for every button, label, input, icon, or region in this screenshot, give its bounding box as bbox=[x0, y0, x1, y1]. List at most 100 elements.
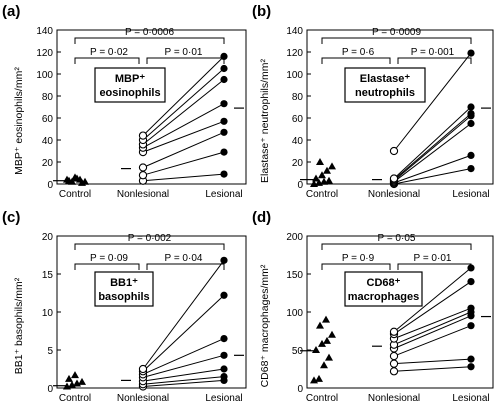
p-value-label: P = 0·01 bbox=[414, 253, 452, 264]
y-tick-label: 150 bbox=[286, 270, 303, 281]
paired-line bbox=[142, 68, 225, 141]
y-tick-label: 0 bbox=[47, 180, 53, 191]
nonlesional-point bbox=[138, 364, 148, 374]
control-point bbox=[325, 353, 333, 361]
control-point bbox=[320, 361, 328, 369]
lesional-point bbox=[220, 256, 228, 264]
p-value-label: P = 0·6 bbox=[342, 47, 375, 58]
legend-box bbox=[344, 67, 426, 103]
paired-line bbox=[393, 154, 472, 184]
control-point bbox=[323, 166, 331, 174]
x-category-label: Control bbox=[306, 189, 338, 200]
control-point bbox=[328, 162, 336, 170]
y-tick-label: 20 bbox=[42, 232, 54, 243]
paired-line bbox=[393, 366, 472, 372]
paired-line bbox=[393, 358, 472, 365]
lesional-point bbox=[220, 365, 228, 373]
paired-line bbox=[393, 106, 472, 179]
paired-line bbox=[142, 56, 225, 136]
y-tick-label: 120 bbox=[36, 48, 53, 59]
legend-box-label: CD68⁺ bbox=[367, 277, 401, 289]
control-point bbox=[76, 175, 84, 183]
panel-3: (c) 0 5 10 15 20 BB1⁺ basophils/mm² Control Nonl… bbox=[2, 209, 247, 404]
significance-bracket bbox=[146, 263, 225, 270]
y-axis-label: MBP⁺ eosinophils/mm² bbox=[13, 67, 25, 175]
nonlesional-point bbox=[389, 327, 399, 336]
x-category-label: Nonlesional bbox=[368, 393, 420, 404]
plot-frame bbox=[306, 29, 494, 185]
y-tick-label: 120 bbox=[286, 48, 303, 59]
control-point bbox=[312, 346, 320, 353]
y-tick-label: 40 bbox=[292, 136, 304, 147]
panel-2: (b) 0 20 40 60 80 100 120 140 Elastase⁺ neutrophi… bbox=[252, 3, 494, 200]
lesional-point bbox=[467, 264, 475, 272]
y-tick-label: 80 bbox=[42, 92, 54, 103]
paired-line bbox=[142, 103, 225, 149]
significance-bracket bbox=[74, 263, 140, 270]
lesional-point bbox=[220, 75, 228, 84]
lesional-point bbox=[220, 52, 228, 61]
paired-line bbox=[142, 120, 225, 153]
control-point bbox=[65, 374, 73, 382]
paired-line bbox=[393, 311, 472, 346]
paired-line bbox=[142, 131, 225, 168]
control-point bbox=[71, 173, 79, 181]
p-value-label: P = 0·09 bbox=[90, 253, 128, 264]
lesional-point bbox=[220, 128, 228, 136]
significance-bracket bbox=[74, 37, 225, 44]
nonlesional-point bbox=[389, 146, 399, 156]
x-category-label: Nonlesional bbox=[117, 189, 169, 200]
panel-label: (d) bbox=[252, 209, 271, 226]
paired-line bbox=[142, 294, 225, 372]
y-tick-label: 40 bbox=[42, 136, 54, 147]
panel-label: (a) bbox=[2, 3, 20, 20]
y-tick-label: 200 bbox=[286, 232, 303, 243]
paired-line bbox=[393, 52, 472, 152]
p-value-label: P = 0·001 bbox=[411, 47, 455, 58]
legend-box-label: MBP⁺ bbox=[115, 73, 145, 85]
y-tick-label: 140 bbox=[286, 26, 303, 37]
nonlesional-point bbox=[389, 351, 399, 361]
lesional-point bbox=[467, 165, 475, 173]
legend-box-label: basophils bbox=[98, 291, 149, 303]
y-tick-label: 100 bbox=[286, 308, 303, 319]
lesional-point bbox=[467, 278, 475, 286]
lesional-point bbox=[467, 363, 475, 371]
y-tick-label: 20 bbox=[292, 158, 304, 169]
y-tick-label: 140 bbox=[36, 26, 53, 37]
x-category-label: Nonlesional bbox=[368, 189, 420, 200]
lesional-point bbox=[467, 304, 475, 312]
paired-line bbox=[393, 325, 472, 357]
x-category-label: Lesional bbox=[452, 393, 489, 404]
y-axis-label: BB1⁺ basophils/mm² bbox=[13, 277, 25, 374]
paired-line bbox=[142, 354, 225, 378]
y-axis-label: Elastase⁺ neutrophils/mm² bbox=[259, 58, 271, 183]
control-point bbox=[318, 171, 326, 179]
nonlesional-point bbox=[389, 174, 399, 183]
paired-line bbox=[393, 168, 472, 185]
y-tick-label: 0 bbox=[297, 384, 303, 395]
paired-line bbox=[393, 315, 472, 349]
control-point bbox=[65, 176, 73, 184]
legend-box-label: macrophages bbox=[348, 291, 420, 303]
x-category-label: Lesional bbox=[452, 189, 489, 200]
y-tick-label: 50 bbox=[292, 346, 304, 357]
y-tick-label: 60 bbox=[42, 114, 54, 125]
lesional-point bbox=[467, 119, 475, 128]
y-tick-label: 100 bbox=[286, 70, 303, 81]
y-axis-label: CD68⁺ macrophages/mm² bbox=[259, 264, 271, 387]
y-tick-label: 0 bbox=[297, 180, 303, 191]
lesional-point bbox=[467, 49, 475, 57]
lesional-point bbox=[220, 351, 228, 359]
p-value-label: P = 0·04 bbox=[165, 253, 203, 264]
legend-box-label: BB1⁺ bbox=[110, 277, 138, 289]
lesional-point bbox=[467, 355, 475, 363]
significance-bracket bbox=[74, 57, 140, 64]
y-tick-label: 0 bbox=[47, 384, 53, 395]
p-value-label: P = 0·002 bbox=[128, 233, 172, 244]
nonlesional-point bbox=[389, 367, 399, 376]
x-category-label: Lesional bbox=[205, 393, 242, 404]
paired-line bbox=[393, 267, 472, 333]
paired-line bbox=[142, 260, 225, 370]
